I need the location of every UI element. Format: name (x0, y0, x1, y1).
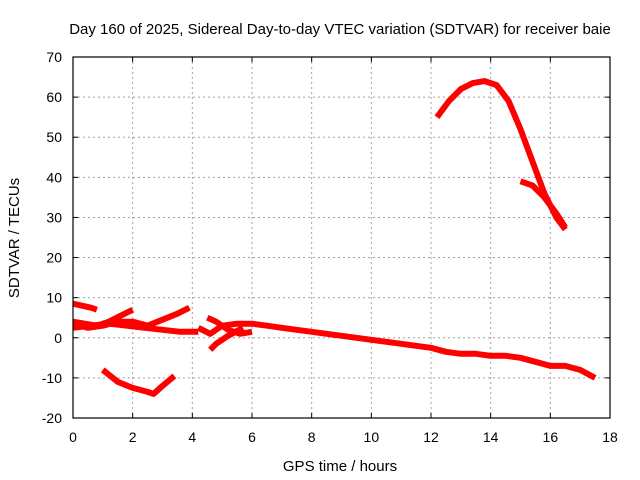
x-tick-label: 14 (483, 429, 499, 445)
y-tick-label: 30 (46, 209, 62, 225)
y-tick-label: -10 (42, 370, 62, 386)
ticks: 0 2 4 6 8 10 12 14 16 18 -20 -10 0 10 20 30 40 50 60 70 (42, 49, 618, 445)
grid (73, 57, 610, 418)
y-tick-label: 10 (46, 290, 62, 306)
y-tick-label: -20 (42, 410, 62, 426)
series-line-trace-10 (519, 178, 568, 230)
series-group (72, 78, 597, 397)
x-tick-label: 2 (129, 429, 137, 445)
series-line-trace-8 (208, 325, 245, 352)
x-tick-label: 0 (69, 429, 77, 445)
x-tick-label: 10 (364, 429, 380, 445)
series-line-trace-4 (72, 320, 199, 335)
chart-title: Day 160 of 2025, Sidereal Day-to-day VTE… (69, 21, 611, 38)
y-tick-label: 70 (46, 49, 62, 65)
y-tick-label: 40 (46, 169, 62, 185)
x-tick-label: 4 (188, 429, 196, 445)
series-line-trace-9 (434, 78, 568, 232)
x-tick-label: 18 (602, 429, 618, 445)
x-tick-label: 16 (543, 429, 559, 445)
y-tick-label: 20 (46, 250, 62, 266)
y-tick-label: 60 (46, 89, 62, 105)
x-tick-label: 8 (308, 429, 316, 445)
y-tick-label: 50 (46, 129, 62, 145)
x-tick-label: 6 (248, 429, 256, 445)
series-line-trace-7 (206, 314, 253, 337)
plot-frame (72, 56, 611, 419)
x-tick-label: 12 (423, 429, 439, 445)
series-line-trace-6 (196, 320, 597, 381)
series-line-trace-5 (100, 367, 177, 397)
series-line-trace-1 (72, 300, 98, 313)
y-axis-label: SDTVAR / TECUs (6, 178, 23, 298)
x-axis-label: GPS time / hours (283, 458, 397, 475)
y-tick-label: 0 (54, 330, 62, 346)
